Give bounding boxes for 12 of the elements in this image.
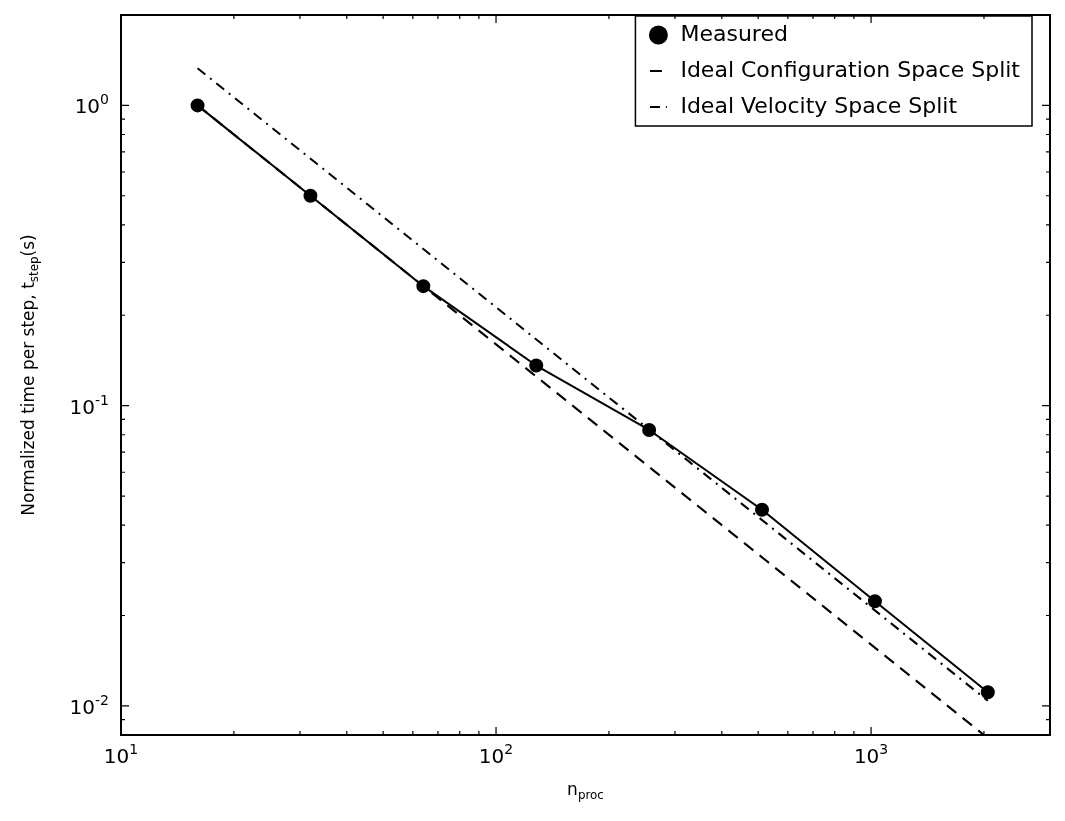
point [980,685,995,700]
point [642,422,657,437]
point [867,594,882,609]
point [755,502,770,517]
legend-label: Ideal Configuration Space Split [680,56,1021,82]
point [529,358,544,373]
point [190,98,205,113]
point [303,188,318,203]
y-axis-title: Normalized time per step, tstep(s) [18,234,42,516]
point [416,279,431,294]
legend-label: Measured [680,20,788,46]
legend-label: Ideal Velocity Space Split [680,92,958,118]
